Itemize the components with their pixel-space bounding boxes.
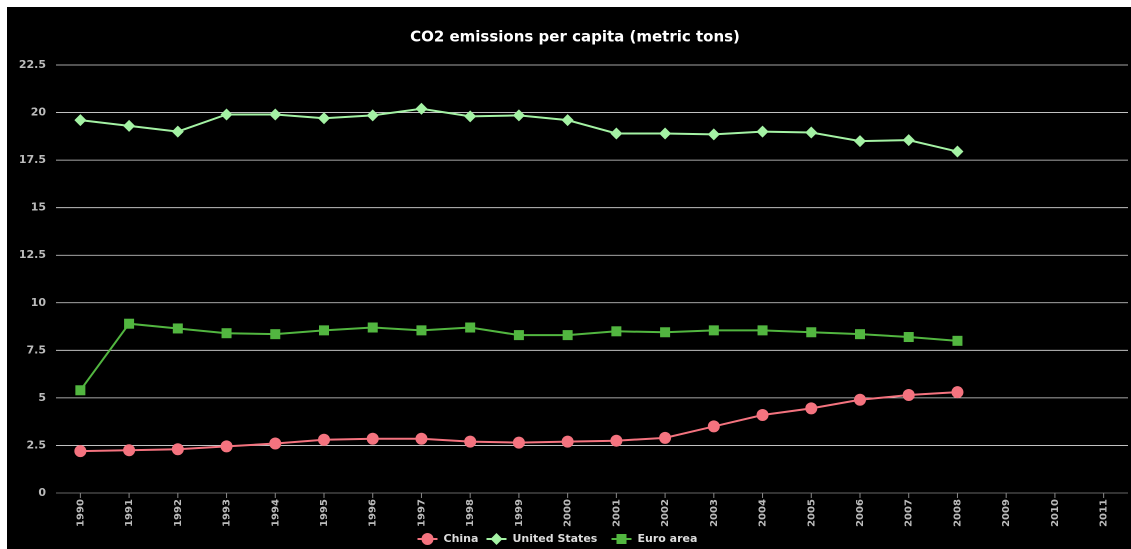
point — [221, 328, 232, 339]
point — [318, 112, 330, 125]
point — [805, 126, 818, 139]
point — [415, 102, 428, 115]
x-tick-label: 2005 — [806, 499, 817, 527]
y-tick-label: 15 — [31, 201, 46, 214]
x-tick-label: 2006 — [855, 499, 866, 527]
point — [610, 127, 623, 140]
y-tick-label: 12.5 — [19, 248, 46, 261]
legend-label: China — [444, 532, 479, 545]
point — [951, 145, 964, 158]
y-tick-label: 22.5 — [19, 58, 46, 71]
point — [123, 119, 136, 132]
point — [561, 435, 574, 448]
y-tick-label: 17.5 — [19, 153, 46, 166]
x-tick-label: 2010 — [1050, 499, 1061, 527]
x-tick-label: 2009 — [1001, 499, 1012, 527]
point — [124, 318, 135, 329]
point — [659, 127, 672, 140]
point — [269, 437, 282, 450]
point — [367, 322, 378, 333]
chart-title: CO2 emissions per capita (metric tons) — [410, 28, 740, 46]
point — [171, 443, 184, 456]
point — [659, 431, 672, 444]
x-tick-label: 1993 — [222, 499, 233, 527]
point — [512, 436, 525, 449]
chart-background — [7, 7, 1131, 549]
x-tick-label: 2001 — [611, 499, 622, 527]
point — [855, 329, 865, 340]
x-tick-label: 1990 — [75, 499, 86, 527]
y-tick-label: 2.5 — [27, 438, 47, 451]
point — [805, 402, 818, 415]
point — [220, 440, 233, 453]
x-tick-label: 2011 — [1099, 499, 1110, 527]
y-tick-label: 7.5 — [27, 343, 47, 356]
point — [561, 114, 574, 127]
x-tick-label: 2003 — [709, 499, 720, 527]
point — [902, 134, 915, 147]
point — [220, 108, 233, 121]
point — [416, 325, 427, 336]
point — [415, 432, 428, 445]
x-tick-label: 1995 — [319, 499, 330, 527]
point — [756, 125, 769, 138]
point — [854, 135, 866, 148]
point — [854, 393, 866, 406]
point — [465, 322, 476, 333]
y-tick-label: 10 — [31, 296, 47, 309]
point — [513, 330, 524, 341]
x-tick-label: 1999 — [514, 499, 525, 527]
y-tick-label: 5 — [38, 391, 46, 404]
x-tick-label: 1994 — [270, 499, 281, 527]
point — [74, 114, 87, 127]
point — [757, 325, 768, 336]
point — [74, 445, 87, 458]
point — [269, 108, 282, 121]
point — [366, 432, 379, 445]
point — [270, 329, 281, 340]
x-tick-label: 2000 — [563, 499, 574, 527]
point — [318, 433, 330, 446]
point — [611, 326, 622, 337]
point — [902, 389, 915, 402]
point — [806, 327, 817, 338]
point — [756, 409, 769, 422]
x-tick-label: 2004 — [758, 499, 769, 527]
point — [903, 332, 914, 343]
point — [707, 420, 720, 433]
x-tick-label: 2002 — [660, 499, 671, 527]
point — [123, 444, 136, 457]
x-tick-label: 1998 — [465, 499, 476, 527]
point — [708, 325, 719, 336]
point — [707, 128, 720, 141]
x-tick-label: 2008 — [952, 499, 963, 527]
y-tick-label: 20 — [31, 106, 47, 119]
point — [952, 335, 963, 346]
point — [660, 327, 671, 338]
legend-label: Euro area — [638, 532, 698, 545]
point — [75, 385, 86, 396]
x-tick-label: 1996 — [368, 499, 379, 527]
y-tick-label: 0 — [38, 486, 46, 499]
point — [610, 434, 623, 447]
point — [512, 109, 525, 122]
x-tick-label: 1991 — [124, 499, 135, 527]
point — [172, 323, 183, 334]
point — [171, 125, 184, 138]
point — [951, 386, 964, 399]
point — [464, 435, 477, 448]
point — [464, 110, 477, 123]
point — [366, 109, 379, 122]
x-tick-label: 1992 — [173, 499, 184, 527]
point — [562, 330, 573, 341]
x-tick-label: 1997 — [416, 499, 427, 527]
point — [319, 325, 329, 336]
x-tick-label: 2007 — [904, 499, 915, 527]
legend-label: United States — [513, 532, 598, 545]
